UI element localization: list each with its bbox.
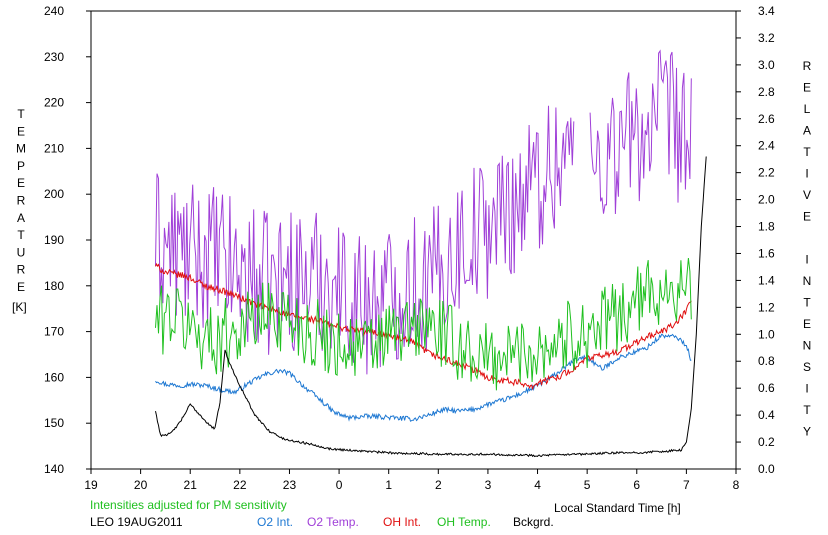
series-line-o2-temp — [155, 49, 692, 375]
right-axis-letter: N — [803, 339, 812, 353]
y-left-tick-label: 140 — [44, 462, 64, 476]
x-tick-label: 0 — [336, 478, 343, 492]
x-tick-label: 20 — [134, 478, 148, 492]
left-axis-letter: R — [17, 263, 26, 277]
y-left-tick-label: 190 — [44, 233, 64, 247]
legend: O2 Int. O2 Temp. OH Int. OH Temp. Bckgrd. — [257, 515, 554, 529]
right-axis-letter: T — [803, 403, 811, 417]
axes-layer — [86, 10, 741, 474]
y-left-tick-label: 210 — [44, 141, 64, 155]
left-axis-letter: E — [17, 280, 25, 294]
left-axis-unit: [K] — [12, 300, 27, 314]
y-left-tick-label: 160 — [44, 370, 64, 384]
y-right-tick-label: 3.4 — [758, 4, 775, 18]
label-layer: 19 20 21 22 23 0 1 2 3 4 5 6 7 8140150160170180190200… — [16, 4, 812, 492]
y-right-tick-label: 2.8 — [758, 85, 775, 99]
y-right-tick-label: 2.2 — [758, 166, 775, 180]
y-left-tick-label: 240 — [44, 4, 64, 18]
legend-item: O2 Int. — [257, 515, 293, 529]
x-tick-label: 5 — [584, 478, 591, 492]
x-tick-label: 3 — [485, 478, 492, 492]
right-axis-letter: I — [805, 167, 808, 181]
y-right-tick-label: 2.6 — [758, 112, 775, 126]
x-tick-label: 23 — [283, 478, 297, 492]
right-axis-letter: I — [805, 382, 808, 396]
left-axis-letter: E — [17, 176, 25, 190]
right-axis-letter: T — [803, 145, 811, 159]
left-axis-letter: E — [17, 124, 25, 138]
y-right-tick-label: 1.0 — [758, 327, 775, 341]
x-tick-label: 21 — [184, 478, 198, 492]
left-axis-letter: A — [17, 211, 25, 225]
right-axis-letter: L — [804, 102, 811, 116]
left-axis-letter: T — [17, 107, 25, 121]
right-axis-letter: E — [803, 81, 811, 95]
series-line-oh-temp — [155, 258, 692, 391]
series-layer — [155, 49, 707, 458]
y-left-tick-label: 150 — [44, 416, 64, 430]
y-right-tick-label: 2.0 — [758, 193, 775, 207]
y-right-tick-label: 0.6 — [758, 381, 775, 395]
series-line-oh-int — [155, 262, 692, 391]
right-axis-letter: Y — [803, 425, 811, 439]
left-axis-letter: T — [17, 228, 25, 242]
right-axis-letter: R — [803, 59, 812, 73]
left-axis-letter: M — [16, 142, 26, 156]
x-tick-label: 1 — [385, 478, 392, 492]
x-tick-label: 19 — [84, 478, 98, 492]
right-axis-letter: E — [803, 210, 811, 224]
x-tick-label: 22 — [233, 478, 247, 492]
right-axis-letter: A — [803, 124, 811, 138]
right-axis-letter: T — [803, 296, 811, 310]
y-right-tick-label: 1.8 — [758, 220, 775, 234]
series-line-o2-int — [155, 333, 692, 422]
right-axis-letter: I — [805, 253, 808, 267]
note-text: Intensities adjusted for PM sensitivity — [90, 498, 287, 512]
y-right-tick-label: 0.2 — [758, 435, 775, 449]
y-left-tick-label: 180 — [44, 279, 64, 293]
x-tick-label: 6 — [633, 478, 640, 492]
x-tick-label: 2 — [435, 478, 442, 492]
left-axis-letter: P — [17, 159, 25, 173]
y-right-tick-label: 3.0 — [758, 58, 775, 72]
y-right-tick-label: 3.2 — [758, 31, 775, 45]
left-axis-letter: U — [17, 245, 26, 259]
left-axis-letter: R — [17, 194, 26, 208]
right-axis-letter: N — [803, 274, 812, 288]
y-left-tick-label: 220 — [44, 96, 64, 110]
y-left-tick-label: 200 — [44, 187, 64, 201]
legend-item: OH Int. — [383, 515, 421, 529]
x-tick-label: 4 — [534, 478, 541, 492]
y-right-tick-label: 0.4 — [758, 408, 775, 422]
y-right-tick-label: 2.4 — [758, 139, 775, 153]
y-right-tick-label: 0.8 — [758, 354, 775, 368]
y-left-tick-label: 170 — [44, 325, 64, 339]
right-axis-letter: S — [803, 360, 811, 374]
y-right-tick-label: 1.2 — [758, 300, 775, 314]
legend-item: OH Temp. — [437, 515, 491, 529]
y-right-tick-label: 1.4 — [758, 273, 775, 287]
legend-item: Bckgrd. — [513, 515, 554, 529]
right-axis-letter: E — [803, 317, 811, 331]
right-axis-letter: V — [803, 188, 811, 202]
series-line-bckgrd — [155, 156, 707, 458]
station-date: LEO 19AUG2011 — [90, 515, 183, 529]
y-right-tick-label: 1.6 — [758, 246, 775, 260]
x-tick-label: 7 — [683, 478, 690, 492]
x-axis-title: Local Standard Time [h] — [554, 501, 681, 515]
y-right-tick-label: 0.0 — [758, 462, 775, 476]
x-tick-label: 8 — [733, 478, 740, 492]
legend-item: O2 Temp. — [307, 515, 359, 529]
y-left-tick-label: 230 — [44, 50, 64, 64]
